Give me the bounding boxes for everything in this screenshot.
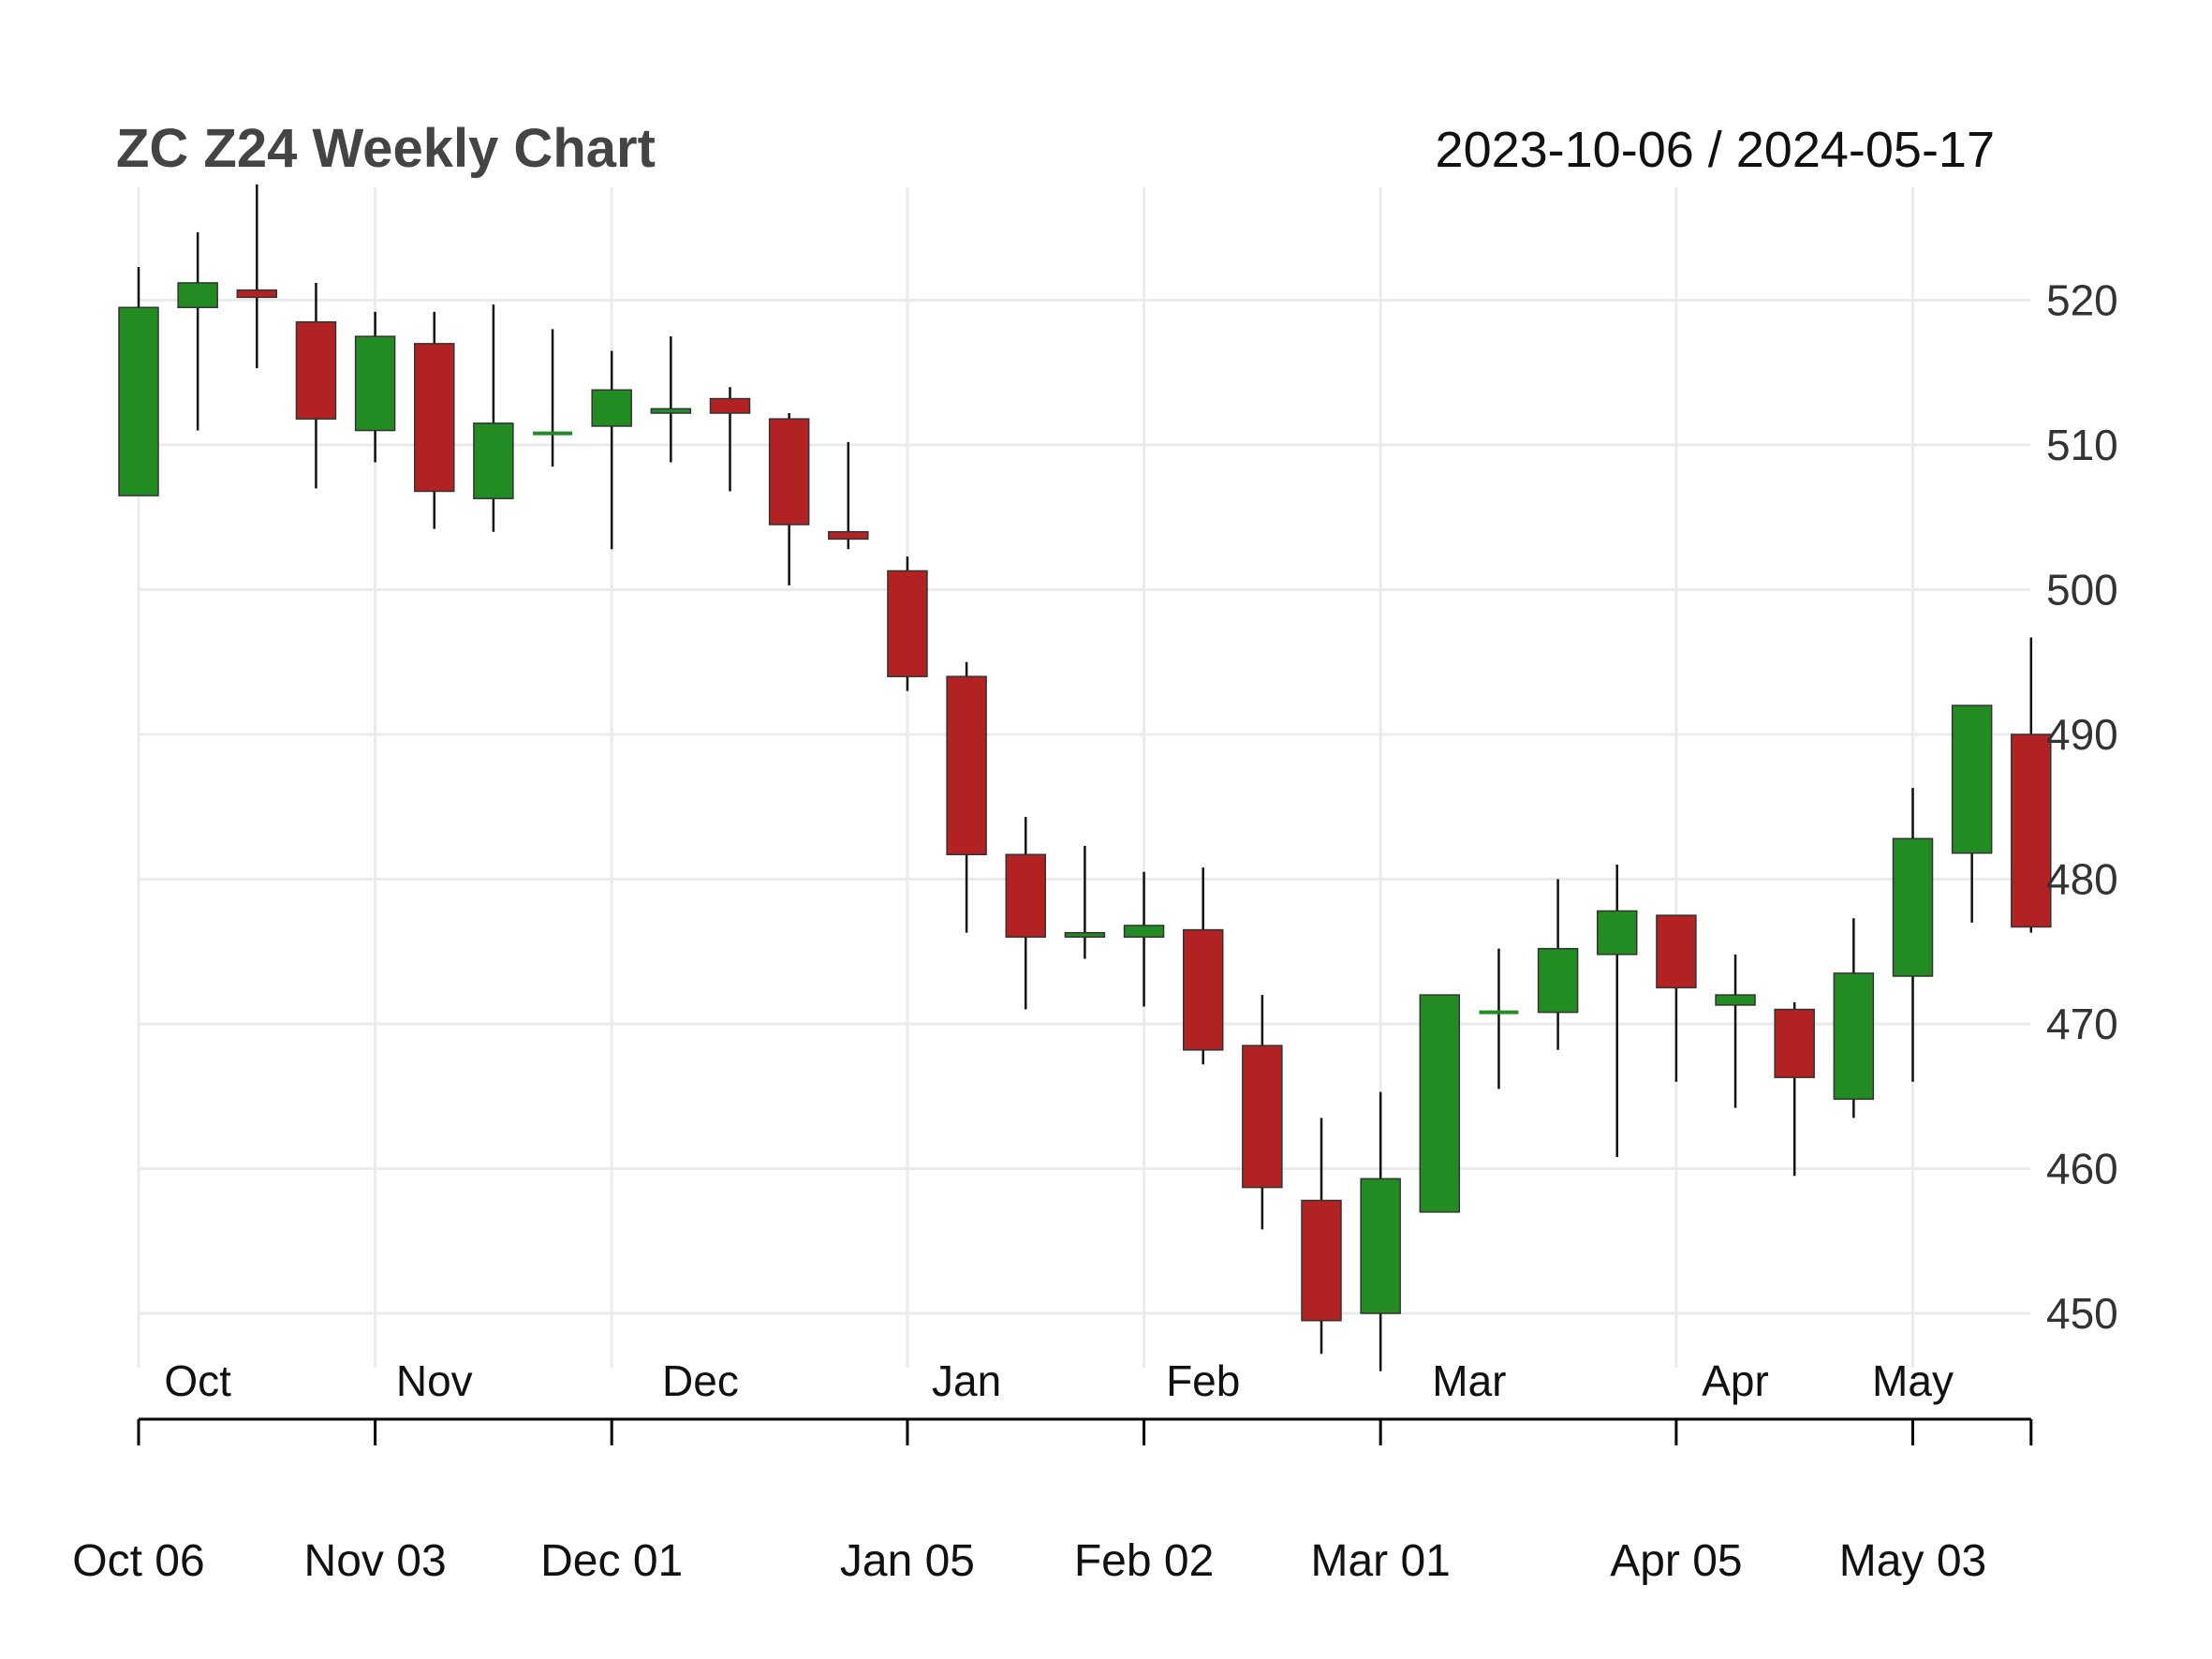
candle	[1301, 1118, 1342, 1355]
candle	[591, 350, 632, 550]
y-tick-label: 460	[2046, 1145, 2118, 1193]
candle-body	[1774, 1008, 1815, 1078]
candle	[2011, 637, 2052, 933]
candle-body	[118, 306, 159, 496]
candle-body	[1833, 972, 1875, 1101]
candle	[887, 555, 928, 691]
candle-body	[650, 407, 692, 414]
y-tick-label: 490	[2046, 710, 2118, 759]
month-label: Oct	[164, 1356, 231, 1405]
candle-body	[1123, 925, 1165, 939]
y-tick-label: 510	[2046, 421, 2118, 469]
candle-body	[1182, 928, 1224, 1051]
candle-body	[768, 418, 810, 526]
chart-title: ZC Z24 Weekly Chart	[116, 118, 656, 179]
candle-body	[946, 675, 987, 855]
x-tick-label: Nov 03	[304, 1536, 447, 1586]
candle-body	[1419, 994, 1461, 1213]
candle	[1123, 871, 1165, 1007]
candle	[177, 231, 218, 431]
candle-body	[1597, 910, 1638, 955]
candle	[1479, 948, 1519, 1089]
month-label: Dec	[662, 1356, 739, 1405]
y-tick-label: 470	[2046, 1000, 2118, 1048]
candle-body	[887, 570, 928, 677]
candle	[1715, 954, 1756, 1108]
candle	[768, 413, 810, 585]
y-axis: 450 460 470 480 490 500 510 520	[2046, 276, 2118, 1339]
candle-body	[1360, 1178, 1401, 1314]
candle-body	[2011, 733, 2052, 928]
candle	[295, 282, 337, 489]
candle-body	[1005, 853, 1046, 939]
x-tick-label: May 03	[1839, 1536, 1986, 1586]
candle-body	[473, 422, 514, 499]
candle	[236, 184, 278, 369]
candle	[1951, 704, 1993, 923]
candle	[709, 387, 751, 492]
candle	[1242, 995, 1283, 1230]
candle-body	[1301, 1199, 1342, 1322]
candle	[1537, 879, 1579, 1050]
y-tick-label: 500	[2046, 566, 2118, 615]
candle	[828, 441, 869, 550]
candle-body	[1537, 947, 1579, 1014]
candle	[1656, 914, 1697, 1082]
y-tick-label: 480	[2046, 855, 2118, 904]
candle-body	[828, 530, 869, 541]
candle	[1774, 1001, 1815, 1177]
x-tick-label: Dec 01	[540, 1536, 683, 1586]
month-label: Jan	[932, 1356, 1001, 1405]
y-tick-label: 450	[2046, 1289, 2118, 1338]
x-tick-label: Jan 05	[840, 1536, 975, 1586]
date-range-label: 2023-10-06 / 2024-05-17	[1436, 122, 1995, 178]
candle-body	[1951, 704, 1993, 854]
candle-body	[414, 343, 455, 493]
candle-body	[709, 397, 751, 414]
candle	[473, 304, 514, 532]
x-tick-label: Apr 05	[1610, 1536, 1742, 1586]
candle-body	[1892, 837, 1934, 977]
candle-body	[1064, 931, 1106, 939]
x-tick-label: Feb 02	[1074, 1536, 1214, 1586]
x-tick-label: Oct 06	[72, 1536, 204, 1586]
month-label: Feb	[1166, 1356, 1240, 1405]
candle-body	[295, 320, 337, 420]
candle	[1833, 918, 1875, 1118]
candle	[1419, 994, 1461, 1213]
month-label: Nov	[396, 1356, 473, 1405]
x-axis: Oct 06 Nov 03 Dec 01 Jan 05 Feb 02 Mar 01 Apr …	[72, 1417, 2033, 1586]
month-label: May	[1872, 1356, 1954, 1405]
month-labels: Oct Nov Dec Jan Feb Mar Apr May	[164, 1356, 1954, 1405]
x-tick-label: Mar 01	[1310, 1536, 1450, 1586]
candle	[1182, 867, 1224, 1065]
candles-group	[118, 184, 2052, 1371]
candle	[650, 336, 692, 463]
y-tick-label: 520	[2046, 276, 2118, 325]
candle	[533, 329, 573, 467]
month-label: Mar	[1432, 1356, 1506, 1405]
candle-body	[591, 389, 632, 427]
candle	[1064, 845, 1106, 959]
candle-body	[236, 289, 278, 299]
candle	[1005, 817, 1046, 1010]
candle	[118, 266, 159, 496]
candle	[946, 661, 987, 933]
candle-body	[1715, 994, 1756, 1006]
candle-body	[1242, 1044, 1283, 1189]
candle-body	[177, 282, 218, 308]
candle	[1360, 1091, 1401, 1371]
candle	[1892, 788, 1934, 1082]
candle	[414, 311, 455, 529]
candle	[1597, 865, 1638, 1158]
candle-body	[354, 335, 396, 432]
candle-body	[1656, 914, 1697, 989]
month-label: Apr	[1702, 1356, 1769, 1405]
candle	[354, 311, 396, 463]
